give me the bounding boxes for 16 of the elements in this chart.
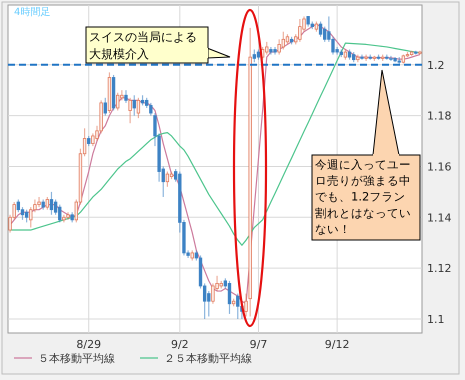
y-tick-label: 1.2 bbox=[427, 58, 444, 72]
annotation: スイスの当局による大規模介入 bbox=[89, 30, 197, 61]
y-tick-label: 1.18 bbox=[427, 110, 452, 123]
x-tick-label: 9/7 bbox=[250, 338, 268, 351]
y-tick-label: 1.16 bbox=[427, 160, 452, 174]
x-tick-label: 9/2 bbox=[170, 338, 189, 351]
y-tick-label: 1.1 bbox=[427, 313, 444, 326]
annotation: 今週に入ってユーロ売りが強まる中でも、1.2フラン割れとはなっていない！ bbox=[315, 158, 411, 236]
legend-label: ２５本移動平均線 bbox=[164, 352, 252, 365]
chart-title: 4時間足 bbox=[14, 6, 50, 18]
legend-label: ５本移動平均線 bbox=[38, 352, 115, 365]
x-tick-label: 8/29 bbox=[76, 338, 102, 351]
line-series bbox=[9, 42, 421, 246]
x-tick-label: 9/12 bbox=[324, 338, 350, 351]
y-tick-label: 1.14 bbox=[427, 211, 452, 224]
y-tick-label: 1.12 bbox=[427, 262, 452, 276]
